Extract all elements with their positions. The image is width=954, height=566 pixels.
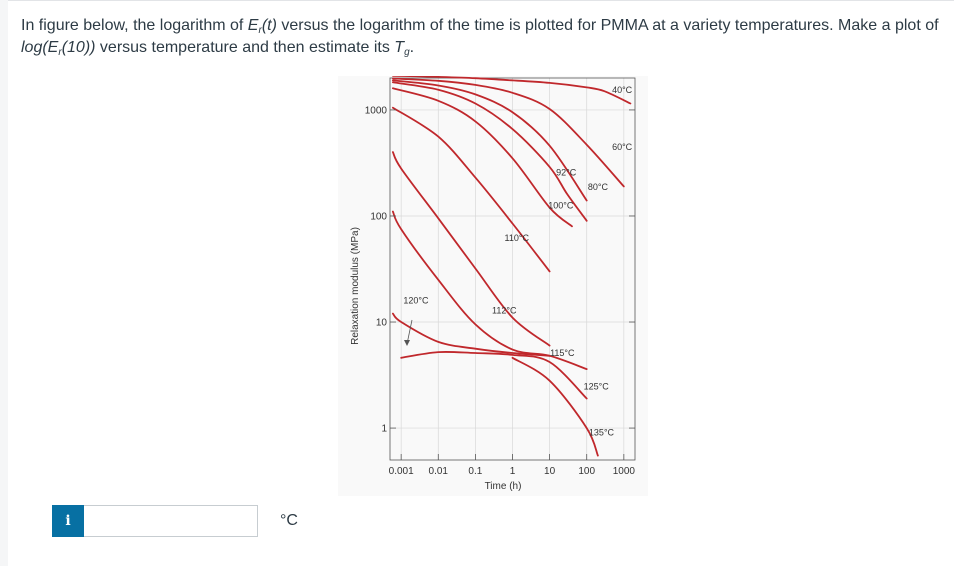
temp-label: 110°C	[505, 233, 530, 243]
question-end: versus temperature and then estimate its	[95, 39, 395, 56]
question-mid: versus the logarithm of the time is plot…	[276, 17, 939, 34]
answer-input[interactable]	[84, 505, 258, 537]
temp-label: 60°C	[612, 142, 633, 152]
curve-110c	[392, 106, 551, 273]
temp-label: 112°C	[492, 306, 517, 316]
temp-label: 125°C	[584, 382, 610, 392]
curve-120c	[392, 312, 551, 357]
x-tick-label: 0.01	[429, 466, 449, 477]
annotation-arrowhead	[404, 340, 410, 346]
curve-125c	[400, 350, 588, 400]
curve-135c	[511, 356, 599, 457]
x-tick-label: 0.001	[389, 466, 414, 477]
curve-60c	[392, 77, 625, 188]
y-tick-label: 10	[376, 318, 388, 329]
temp-label: 92°C	[556, 168, 577, 178]
er-symbol: Er(t)	[247, 17, 277, 36]
answer-row: i °C	[52, 505, 352, 537]
y-tick-label: 100	[370, 211, 387, 222]
x-tick-label: 10	[544, 466, 556, 477]
x-tick-label: 100	[578, 466, 595, 477]
x-tick-label: 0.1	[468, 466, 482, 477]
x-tick-label: 1	[510, 466, 516, 477]
chart-annotations: 40°C 60°C 80°C 92°C 100°C 110°C 112°C 120°C 115°…	[403, 85, 632, 438]
question-card: In figure below, the logarithm of Er(t) …	[8, 0, 954, 566]
info-icon-button[interactable]: i	[52, 505, 84, 537]
chart-curves	[392, 76, 632, 457]
temp-label: 80°C	[588, 182, 609, 192]
temp-label: 115°C	[550, 348, 575, 358]
tg-symbol: Tg	[394, 39, 410, 58]
y-tick-label: 1	[381, 424, 387, 435]
log-er-expression: log(Er(10))	[21, 39, 96, 58]
question-text: In figure below, the logarithm of Er(t) …	[21, 17, 939, 58]
question-intro: In figure below, the logarithm of	[21, 17, 248, 34]
y-axis-label: Relaxation modulus (MPa)	[350, 227, 361, 345]
y-tick-label: 1000	[365, 105, 388, 116]
temp-label: 40°C	[612, 85, 633, 95]
curve-80c	[392, 79, 588, 202]
temp-label: 120°C	[403, 295, 429, 305]
curve-100c	[392, 87, 573, 228]
chart-ticks: 0.001 0.01 0.1 1 10 100 1000 1 10 100 1000	[365, 105, 636, 477]
temp-label: 100°C	[548, 200, 574, 210]
x-axis-label: Time (h)	[485, 481, 522, 492]
chart-svg: 0.001 0.01 0.1 1 10 100 1000 1 10 100 1000 40°C 60°…	[338, 76, 648, 496]
curve-112c	[392, 151, 551, 347]
relaxation-modulus-chart: 0.001 0.01 0.1 1 10 100 1000 1 10 100 1000 40°C 60°…	[338, 76, 648, 496]
x-tick-label: 1000	[613, 466, 636, 477]
curve-40c	[392, 76, 632, 105]
temp-label: 135°C	[589, 428, 615, 438]
curve-92c	[392, 81, 588, 222]
unit-label: °C	[280, 512, 298, 529]
